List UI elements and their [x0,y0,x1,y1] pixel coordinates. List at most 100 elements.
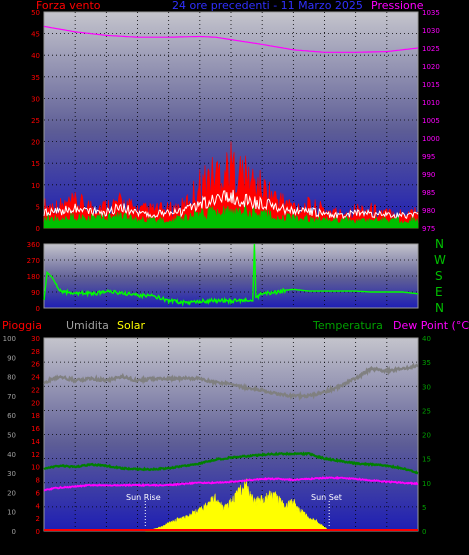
temperature-title: Temperatura [313,319,383,332]
series-wind-mean [43,189,419,220]
x-tick-label: 02 [70,540,80,549]
y-left-tick-label: 20 [31,139,40,147]
series-wind-direction [43,243,419,307]
y-inner-tick-label: 4 [36,502,41,510]
y-inner-tick-label: 24 [31,374,40,382]
y-inner-tick-label: 12 [31,451,40,459]
y-inner-tick-label: 14 [31,438,40,446]
y-left-tick-label: 35 [31,74,40,82]
y-inner-tick-label: 28 [31,348,40,356]
compass-w: W [434,253,446,267]
series-dewpoint [43,475,419,492]
y-right-tick-label: 30 [422,383,431,391]
y-left-tick-label: 15 [31,160,40,168]
x-tick-label: 06 [132,232,142,241]
y-outer-tick-label: 80 [7,374,16,382]
y-left-tick-label: 0 [36,225,40,233]
x-tick-label: 00 [413,232,423,241]
y-right-tick-label: 1025 [422,45,440,53]
y-right-tick-label: 995 [422,153,435,161]
y-outer-tick-label: 50 [7,432,16,440]
x-tick-label: 20 [351,540,361,549]
y-outer-tick-label: 70 [7,393,16,401]
y-right-tick-label: 40 [422,335,431,343]
y-right-tick-label: 5 [422,504,426,512]
x-tick-label: 14 [257,232,267,241]
y-inner-tick-label: 6 [36,489,41,497]
y-right-tick-label: 1000 [422,135,440,143]
x-tick-label: 12 [226,232,236,241]
x-tick-label: 02 [70,232,80,241]
rain-title: Pioggia [2,319,42,332]
y-right-tick-label: 990 [422,171,435,179]
y-left-tick-label: 0 [36,305,40,313]
y-outer-tick-label: 10 [7,509,16,517]
x-tick-label: 22 [382,232,392,241]
y-left-tick-label: 180 [27,273,40,281]
x-tick-label: 04 [101,232,111,241]
y-inner-tick-label: 0 [36,528,40,536]
y-outer-tick-label: 40 [7,451,16,459]
y-left-tick-label: 25 [31,117,40,125]
y-right-tick-label: 1010 [422,99,440,107]
y-right-tick-label: 1005 [422,117,440,125]
y-left-tick-label: 360 [27,241,40,249]
y-left-tick-label: 45 [31,31,40,39]
y-outer-tick-label: 30 [7,470,16,478]
y-left-tick-label: 5 [36,203,40,211]
x-tick-label: 14 [257,540,267,549]
humidity-title: Umidita [66,319,109,332]
y-right-tick-label: 1015 [422,81,440,89]
y-right-tick-label: 1030 [422,27,440,35]
x-tick-label: 18 [319,232,329,241]
y-right-tick-label: 975 [422,225,435,233]
dewpoint-title: Dew Point (°C) [393,319,469,332]
x-tick-label: 10 [195,232,205,241]
y-left-tick-label: 30 [31,95,40,103]
x-tick-label: 00 [413,540,423,549]
x-tick-label: 16 [288,540,298,549]
y-inner-tick-label: 18 [31,412,40,420]
series-wind-average [43,204,419,229]
y-left-tick-label: 90 [31,289,40,297]
x-tick-label: 06 [132,540,142,549]
y-inner-tick-label: 20 [31,399,40,407]
x-tick-label: 08 [164,232,174,241]
series-solar [145,478,331,532]
y-inner-tick-label: 10 [31,464,40,472]
pressure-title: Pressione [371,0,424,12]
y-outer-tick-label: 90 [7,354,16,362]
series-humidity [43,362,419,402]
y-right-tick-label: 985 [422,189,435,197]
x-tick-label: 04 [101,540,111,549]
y-right-tick-label: 20 [422,432,431,440]
x-tick-label: 16 [288,232,298,241]
x-tick-label: 12 [226,540,236,549]
x-tick-label: 10 [195,540,205,549]
y-right-tick-label: 980 [422,207,435,215]
x-tick-label: 22 [382,540,392,549]
y-inner-tick-label: 2 [36,515,40,523]
x-tick-label: 08 [164,540,174,549]
y-right-tick-label: 1035 [422,9,440,17]
sunrise-label: Sun Rise [126,493,161,502]
series-pressure [43,25,419,53]
y-right-tick-label: 15 [422,456,431,464]
compass-n-bottom: N [435,301,444,315]
y-right-tick-label: 0 [422,528,426,536]
y-left-tick-label: 50 [31,9,40,17]
compass-s: S [435,269,443,283]
y-right-tick-label: 35 [422,359,431,367]
y-outer-tick-label: 0 [12,528,16,536]
y-outer-tick-label: 100 [3,335,16,343]
y-left-tick-label: 270 [27,257,40,265]
solar-title: Solar [117,319,146,332]
y-inner-tick-label: 26 [31,361,40,369]
sunset-label: Sun Set [311,493,342,502]
y-inner-tick-label: 22 [31,386,40,394]
y-inner-tick-label: 16 [31,425,40,433]
y-right-tick-label: 10 [422,480,431,488]
